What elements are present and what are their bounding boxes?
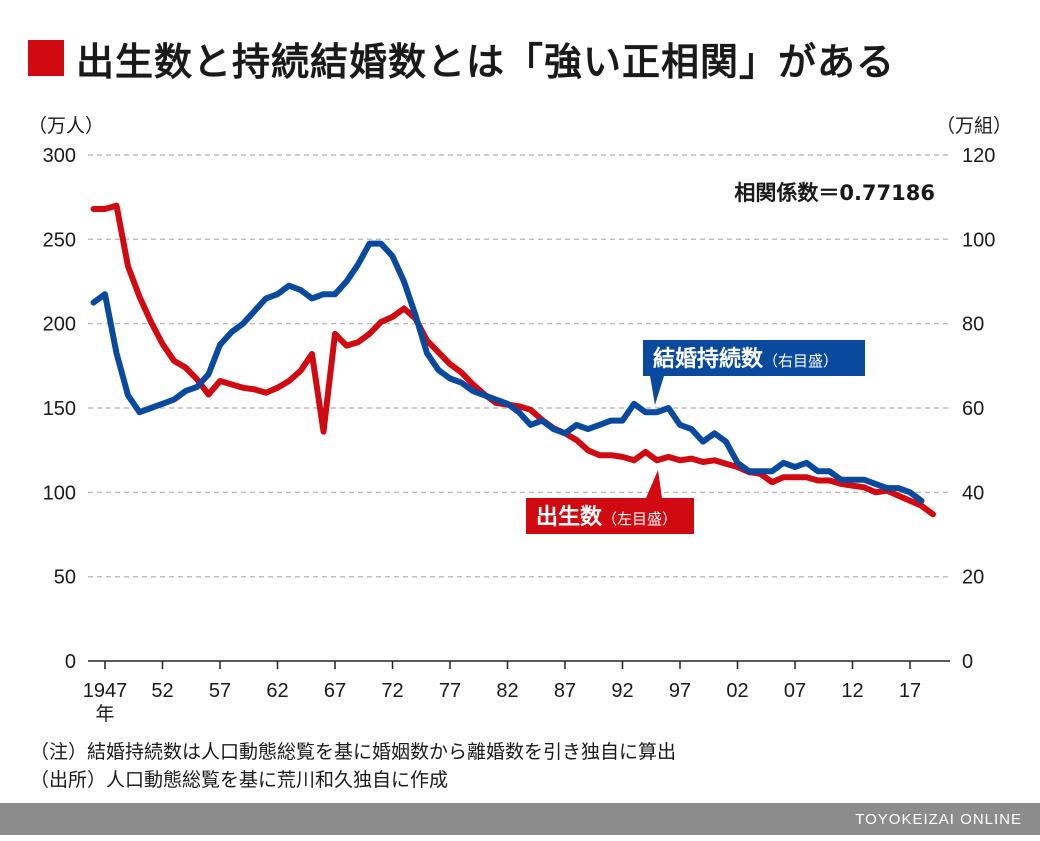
right-tick-label: 80 [962, 314, 984, 336]
births-label-main: 出生数 [536, 504, 603, 530]
x-tick-label: 12 [841, 680, 863, 702]
chart-notes: （注）結婚持続数は人口動態総覧を基に婚姻数から離婚数を引き独自に算出 （出所）人… [30, 738, 676, 794]
x-tick-label: 1947 [83, 680, 128, 702]
x-tick-label: 92 [611, 680, 633, 702]
right-tick-label: 120 [962, 145, 995, 167]
births-label-box [526, 498, 694, 534]
title-marker [28, 40, 64, 76]
x-tick-label: 57 [209, 680, 231, 702]
left-axis-unit: （万人） [28, 115, 104, 137]
left-tick-label: 0 [65, 651, 76, 673]
line-chart: （万人） （万組）05010015020025030002040608010012… [28, 115, 1012, 725]
left-tick-label: 250 [43, 229, 76, 251]
births-label-sub: （左目盛） [602, 510, 677, 528]
x-tick-label: 72 [381, 680, 403, 702]
left-tick-label: 150 [43, 398, 76, 420]
note-method: （注）結婚持続数は人口動態総覧を基に婚姻数から離婚数を引き独自に算出 [30, 741, 677, 763]
births-label-text: 出生数（左目盛） [536, 504, 677, 530]
right-tick-label: 60 [962, 398, 984, 420]
x-tick-label: 97 [669, 680, 691, 702]
x-tick-label: 67 [324, 680, 346, 702]
marriages-label-main: 結婚持続数 [653, 346, 764, 372]
marriages-label-pointer [650, 376, 664, 405]
right-tick-label: 20 [962, 567, 984, 589]
x-tick-label: 52 [151, 680, 173, 702]
footer-bar: TOYOKEIZAI ONLINE [0, 803, 1040, 835]
left-tick-label: 300 [43, 145, 76, 167]
x-tick-label: 17 [899, 680, 921, 702]
left-tick-label: 100 [43, 482, 76, 504]
marriages-label-box [643, 340, 865, 376]
x-tick-label: 87 [554, 680, 576, 702]
chart-title: 出生数と持続結婚数とは「強い正相関」がある [28, 28, 895, 88]
x-tick-label: 07 [784, 680, 806, 702]
right-tick-label: 100 [962, 229, 995, 251]
note-source: （出所）人口動態総覧を基に荒川和久独自に作成 [30, 769, 449, 791]
chart-title-text: 出生数と持続結婚数とは「強い正相関」がある [76, 39, 896, 84]
marriages-label-sub: （右目盛） [763, 352, 838, 370]
x-tick-label: 02 [726, 680, 748, 702]
left-tick-label: 50 [54, 567, 76, 589]
series-line-marriages [90, 240, 925, 504]
right-tick-label: 40 [962, 482, 984, 504]
x-tick-label: 62 [266, 680, 288, 702]
marriages-label-text: 結婚持続数（右目盛） [653, 346, 838, 372]
right-axis-unit: （万組） [936, 115, 1012, 137]
x-tick-label: 82 [496, 680, 518, 702]
footer-brand: TOYOKEIZAI ONLINE [855, 810, 1022, 828]
x-tick-label: 77 [439, 680, 461, 702]
births-label-pointer [646, 470, 662, 498]
right-tick-label: 0 [962, 651, 973, 673]
x-axis-year-suffix: 年 [95, 703, 114, 725]
left-tick-label: 200 [43, 314, 76, 336]
correlation-text: 相関係数＝0.77186 [734, 181, 935, 205]
